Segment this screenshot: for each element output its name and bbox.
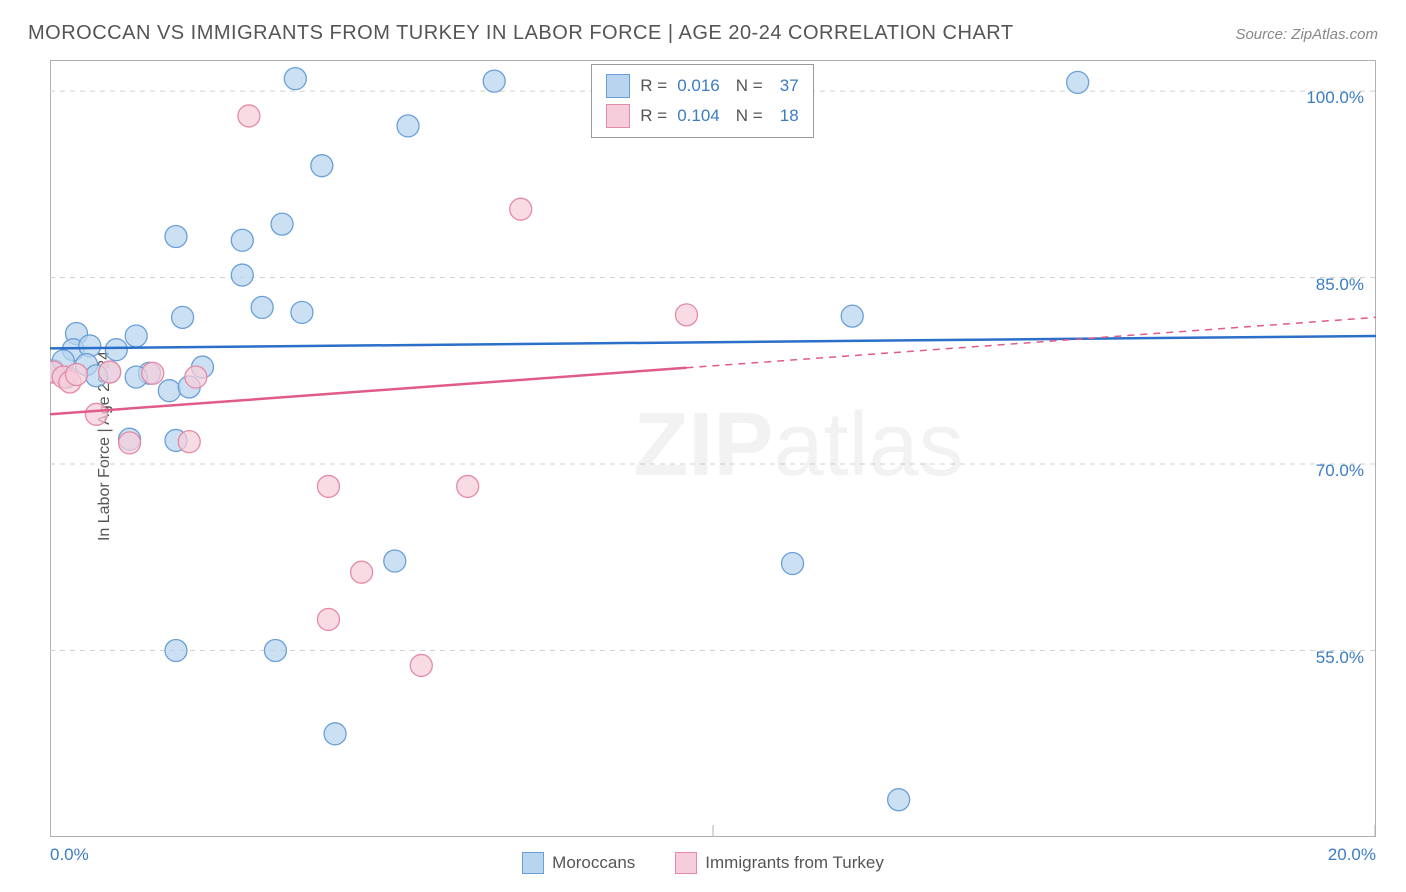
legend-item-moroccans: Moroccans — [522, 852, 635, 874]
stat-r-label: R = — [640, 106, 667, 126]
y-tick-label: 55.0% — [1316, 648, 1364, 668]
legend-label-moroccans: Moroccans — [552, 853, 635, 873]
bottom-legend: Moroccans Immigrants from Turkey — [0, 852, 1406, 874]
stats-row: R = 0.104 N = 18 — [606, 101, 798, 131]
stats-swatch — [606, 104, 630, 128]
chart-container: MOROCCAN VS IMMIGRANTS FROM TURKEY IN LA… — [0, 0, 1406, 892]
stats-row: R = 0.016 N = 37 — [606, 71, 798, 101]
source-label: Source: ZipAtlas.com — [1235, 26, 1378, 43]
x-tick-label: 20.0% — [1328, 845, 1376, 865]
legend-swatch-moroccans — [522, 852, 544, 874]
stats-swatch — [606, 74, 630, 98]
title-bar: MOROCCAN VS IMMIGRANTS FROM TURKEY IN LA… — [28, 22, 1378, 45]
legend-label-turkey: Immigrants from Turkey — [705, 853, 884, 873]
legend-item-turkey: Immigrants from Turkey — [675, 852, 884, 874]
chart-title: MOROCCAN VS IMMIGRANTS FROM TURKEY IN LA… — [28, 22, 1014, 45]
stats-box: R = 0.016 N = 37 R = 0.104 N = 18 — [591, 64, 813, 138]
stat-n-label: N = — [736, 76, 763, 96]
stat-r-value: 0.104 — [677, 106, 720, 126]
stat-n-value: 18 — [773, 106, 799, 126]
legend-swatch-turkey — [675, 852, 697, 874]
stat-n-label: N = — [736, 106, 763, 126]
x-tick-label: 0.0% — [50, 845, 89, 865]
scatter-plot-svg — [50, 60, 1376, 837]
stat-n-value: 37 — [773, 76, 799, 96]
plot-area — [50, 60, 1376, 837]
stat-r-value: 0.016 — [677, 76, 720, 96]
y-tick-label: 70.0% — [1316, 461, 1364, 481]
stat-r-label: R = — [640, 76, 667, 96]
y-tick-label: 100.0% — [1306, 88, 1364, 108]
y-tick-label: 85.0% — [1316, 275, 1364, 295]
